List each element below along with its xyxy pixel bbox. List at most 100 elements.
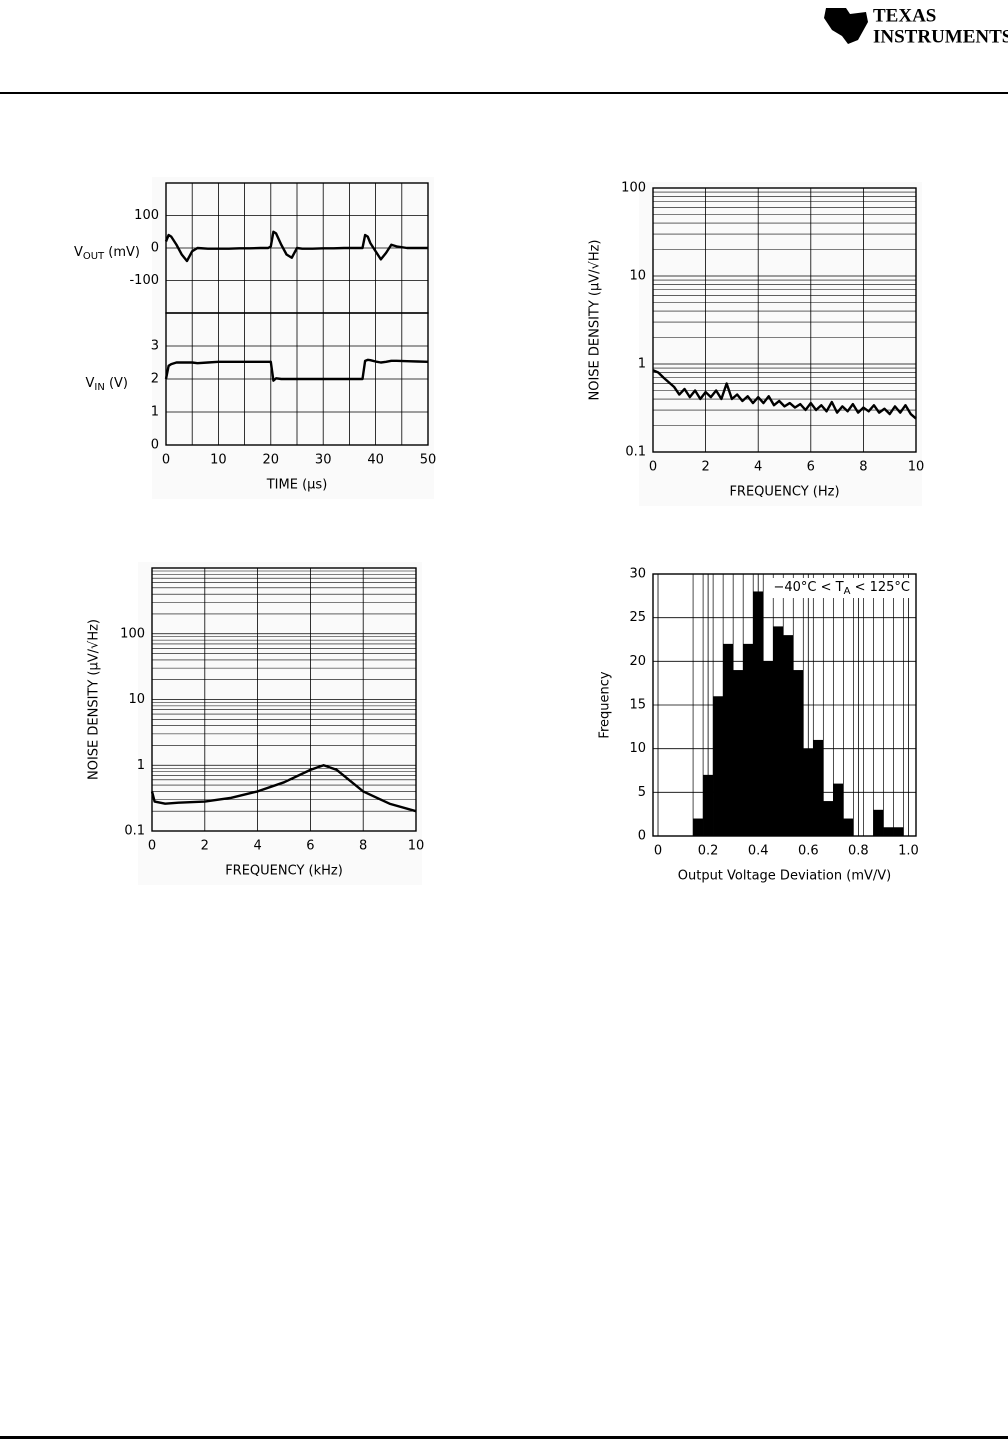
x-tick-label: 0 <box>649 460 657 475</box>
y-tick-label: 0.1 <box>625 445 646 460</box>
plot-frame <box>652 573 917 837</box>
histogram-bar <box>803 748 814 836</box>
x-tick-label: 8 <box>359 839 367 854</box>
annotation-background <box>768 578 912 598</box>
y-tick-label: 10 <box>629 269 646 284</box>
plot-background <box>639 182 922 506</box>
footer-rule <box>0 1436 1008 1439</box>
data-line <box>652 369 917 420</box>
y-tick-label: 30 <box>629 567 646 582</box>
y-tick-label: 100 <box>134 208 159 223</box>
y-axis-label: VOUT (mV) <box>74 245 140 263</box>
x-tick-label: 0.4 <box>748 844 769 859</box>
x-tick-label: 20 <box>263 453 280 468</box>
y-label-subscript: IN <box>94 382 104 393</box>
y-label-symbol: V <box>74 245 83 260</box>
x-tick-label: 40 <box>367 453 384 468</box>
x-tick-label: 2 <box>201 839 209 854</box>
x-axis-label: FREQUENCY (kHz) <box>225 864 343 879</box>
x-tick-label: 0 <box>148 839 156 854</box>
y-tick-label: 0.1 <box>124 824 145 839</box>
histogram-bar <box>813 739 824 836</box>
y-tick-label: 1 <box>151 405 159 420</box>
y-label-unit: (mV) <box>104 245 140 260</box>
y-axis-label: Frequency <box>598 671 613 738</box>
x-tick-label: 0 <box>654 844 662 859</box>
y-axis-label: NOISE DENSITY (μV/√Hz) <box>87 619 102 780</box>
x-tick-label: 30 <box>315 453 332 468</box>
histogram-bar <box>713 696 724 836</box>
x-tick-label: 1.0 <box>898 844 919 859</box>
y-tick-label: 2 <box>151 372 159 387</box>
x-tick-label: 2 <box>701 460 709 475</box>
y-tick-label: 10 <box>629 741 646 756</box>
plot-background <box>138 562 422 885</box>
x-tick-label: 4 <box>754 460 762 475</box>
x-tick-label: 0.6 <box>798 844 819 859</box>
header-rule <box>0 92 1008 94</box>
histogram-bar <box>893 827 904 836</box>
plot-frame <box>652 187 917 453</box>
histogram-bar <box>783 635 794 836</box>
x-tick-label: 10 <box>210 453 227 468</box>
y-axis-label: VIN (V) <box>85 376 128 394</box>
x-tick-label: 0 <box>162 453 170 468</box>
y-label-symbol: V <box>85 376 94 391</box>
brand-line: TEXAS <box>873 5 936 26</box>
logo: TEXAS INSTRUMENTS <box>824 5 1008 47</box>
y-tick-label: 100 <box>120 626 145 641</box>
y-tick-label: 5 <box>638 785 646 800</box>
x-tick-label: 0.2 <box>698 844 719 859</box>
x-tick-label: 0.8 <box>848 844 869 859</box>
annotation: −40°C < TA < 125°C <box>773 580 910 598</box>
x-axis-label: FREQUENCY (Hz) <box>729 485 839 500</box>
brand-line: INSTRUMENTS <box>873 26 1008 47</box>
y-label-unit: (V) <box>105 376 128 391</box>
histogram-bar <box>793 670 804 836</box>
data-line <box>164 230 428 263</box>
x-axis-label: Output Voltage Deviation (mV/V) <box>678 869 891 884</box>
data-line <box>150 764 417 813</box>
annotation-text: −40°C < T <box>773 580 843 595</box>
y-tick-label: 1 <box>137 758 145 773</box>
histogram-bar <box>723 643 734 836</box>
histogram-bar <box>753 591 764 836</box>
x-axis-label: TIME (μs) <box>266 478 328 493</box>
y-label-subscript: OUT <box>83 251 105 262</box>
x-tick-label: 10 <box>408 839 425 854</box>
histogram-bar <box>833 783 844 836</box>
x-tick-label: 6 <box>807 460 815 475</box>
histogram-bar <box>693 818 704 836</box>
histogram-bar <box>703 774 714 836</box>
y-tick-label: 1 <box>638 357 646 372</box>
y-tick-label: 0 <box>638 829 646 844</box>
histogram-bar <box>763 661 774 836</box>
y-tick-label: 3 <box>151 339 159 354</box>
histogram-bar <box>823 801 834 836</box>
logo-mark <box>824 8 868 44</box>
y-tick-label: 100 <box>621 181 646 196</box>
histogram-bar <box>773 626 784 836</box>
histogram-bar <box>733 670 744 836</box>
y-tick-label: 15 <box>629 698 646 713</box>
x-tick-label: 10 <box>908 460 925 475</box>
y-tick-label: 0 <box>151 438 159 453</box>
y-axis-label: NOISE DENSITY (μV/√Hz) <box>588 239 603 400</box>
histogram-bar <box>873 809 884 836</box>
annotation-text: < 125°C <box>850 580 910 595</box>
histogram-bar <box>743 643 754 836</box>
data-line <box>164 358 429 382</box>
x-tick-label: 4 <box>253 839 261 854</box>
x-tick-label: 50 <box>420 453 437 468</box>
plot-background <box>152 177 434 499</box>
plot-frame <box>165 312 429 446</box>
y-tick-label: 10 <box>128 692 145 707</box>
y-tick-label: -100 <box>129 273 159 288</box>
y-tick-label: 20 <box>629 654 646 669</box>
y-tick-label: 25 <box>629 610 646 625</box>
y-tick-label: 0 <box>151 241 159 256</box>
annotation-subscript: A <box>844 586 851 597</box>
plot-frame <box>151 567 417 832</box>
x-tick-label: 6 <box>306 839 314 854</box>
